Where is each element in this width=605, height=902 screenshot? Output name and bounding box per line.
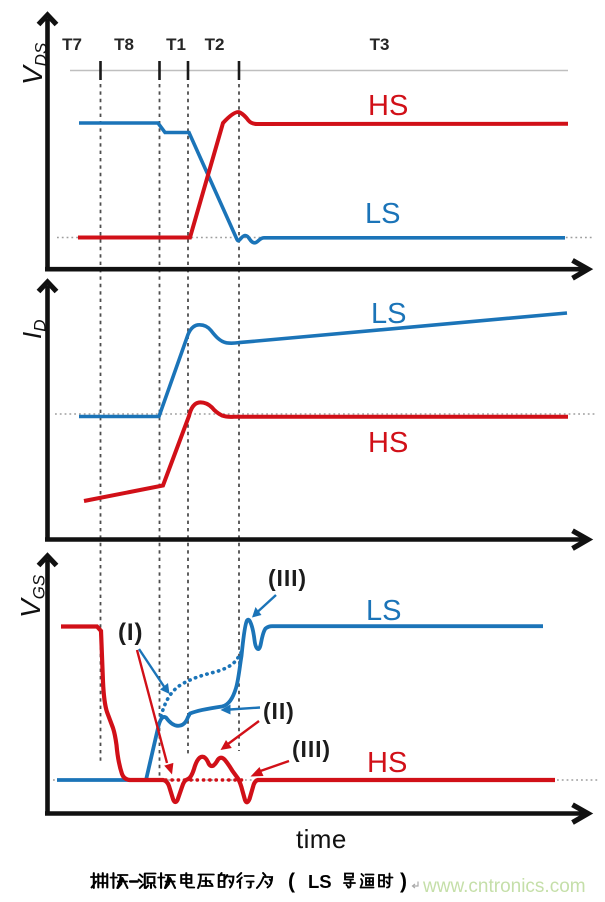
svg-text:HS: HS bbox=[367, 747, 407, 779]
svg-text:(III): (III) bbox=[292, 736, 331, 762]
svg-text:HS: HS bbox=[368, 90, 408, 122]
svg-text:ID: ID bbox=[17, 319, 50, 339]
svg-text:VDS: VDS bbox=[17, 42, 51, 85]
svg-text:LS: LS bbox=[371, 298, 406, 330]
svg-text:HS: HS bbox=[368, 427, 408, 459]
svg-text:(I): (I) bbox=[118, 619, 143, 646]
svg-text:www.cntronics.com: www.cntronics.com bbox=[422, 876, 586, 897]
svg-text:T8: T8 bbox=[114, 35, 134, 54]
svg-text:T1: T1 bbox=[166, 35, 186, 54]
svg-text:T3: T3 bbox=[370, 35, 390, 54]
svg-text:LS: LS bbox=[308, 871, 332, 892]
svg-text:(II): (II) bbox=[263, 698, 295, 724]
svg-text:time: time bbox=[296, 824, 347, 854]
svg-text:(III): (III) bbox=[268, 565, 307, 591]
svg-text:VGS: VGS bbox=[15, 574, 49, 618]
svg-text:LS: LS bbox=[366, 595, 401, 627]
svg-text:T7: T7 bbox=[62, 35, 82, 54]
svg-text:T2: T2 bbox=[205, 35, 225, 54]
svg-text:LS: LS bbox=[365, 198, 400, 230]
svg-text:(: ( bbox=[288, 870, 295, 893]
svg-text:): ) bbox=[400, 870, 407, 893]
